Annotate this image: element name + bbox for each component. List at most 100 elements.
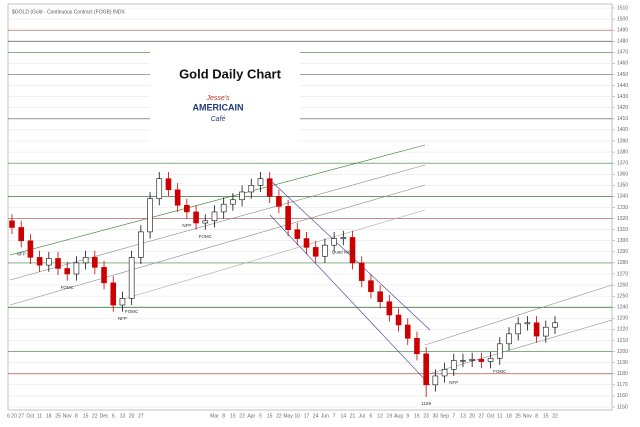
candle-body <box>64 268 71 275</box>
annotation: Quad Witch <box>332 249 356 254</box>
y-tick-label: 1370 <box>617 160 628 166</box>
trend-line <box>9 144 426 256</box>
logo-text: Jesse's <box>205 95 230 102</box>
candle-body <box>368 280 374 293</box>
candle-body <box>312 247 319 257</box>
x-tick-label: 6 <box>370 413 373 419</box>
x-tick-label: Mar <box>210 413 219 419</box>
y-tick-label: 1230 <box>617 316 628 322</box>
y-tick-label: 1260 <box>617 282 628 288</box>
annotation: NFP <box>17 252 26 257</box>
candle-body <box>294 229 301 239</box>
y-tick-label: 1510 <box>617 5 628 11</box>
x-tick-label: 13 <box>120 413 126 419</box>
logo-text: Café <box>211 116 226 123</box>
candle-body <box>276 196 282 207</box>
x-tick-label: 22 <box>552 413 558 419</box>
candle-body <box>423 353 429 386</box>
candle-body <box>184 204 190 213</box>
x-tick-label: 25 <box>55 413 61 419</box>
candle-body <box>266 178 273 197</box>
candle-body <box>239 191 245 201</box>
annotation: FOMC <box>125 309 139 314</box>
candle-body <box>450 360 457 370</box>
x-tick-label: Nov <box>63 413 72 419</box>
x-tick-label: 12 <box>377 413 383 419</box>
x-tick-label: 15 <box>83 413 89 419</box>
x-tick-label: 7 <box>333 413 336 419</box>
y-tick-label: 1300 <box>617 238 628 244</box>
x-tick-label: 22 <box>276 413 282 419</box>
y-tick-label: 1270 <box>617 271 628 277</box>
x-tick-label: 27 <box>138 413 144 419</box>
y-tick-label: 1340 <box>617 194 628 200</box>
candle-body <box>322 244 328 257</box>
y-tick-label: 1490 <box>617 27 628 33</box>
candle-body <box>110 282 117 306</box>
candle-body <box>27 240 34 258</box>
candle-body <box>469 359 475 361</box>
trend-line <box>424 284 613 346</box>
x-tick-label: 8 <box>535 413 538 419</box>
x-tick-label: 19 <box>387 413 393 419</box>
annotation: FOMC <box>61 285 75 290</box>
trend-line <box>9 184 426 306</box>
y-tick-label: 1170 <box>617 382 628 388</box>
candle-body <box>165 178 172 191</box>
candle-body <box>524 322 531 325</box>
candle-body <box>552 322 558 328</box>
annotation: NFP <box>182 223 191 228</box>
x-tick-label: Dec <box>100 413 109 419</box>
plot-frame <box>7 3 613 411</box>
x-tick-label: 17 <box>304 413 310 419</box>
y-tick-label: 1280 <box>617 260 628 266</box>
y-tick-label: 1430 <box>617 94 628 100</box>
x-tick-label: Aug <box>394 413 403 419</box>
candle-body <box>404 324 411 339</box>
x-tick-label: 6 20 <box>7 413 17 419</box>
y-tick-label: 1360 <box>617 172 628 178</box>
y-tick-label: 1200 <box>617 349 628 355</box>
x-tick-label: 22 <box>239 413 245 419</box>
y-tick-label: 1190 <box>617 360 628 366</box>
candle-body <box>386 301 393 316</box>
y-tick-label: 1420 <box>617 105 628 111</box>
candle-body <box>55 258 61 269</box>
x-tick-label: 14 <box>341 413 347 419</box>
annotation: NFP <box>449 380 458 385</box>
x-tick-label: 22 <box>92 413 98 419</box>
candle-body <box>46 258 52 266</box>
annotation: FOMC <box>493 369 507 374</box>
candle-body <box>248 185 255 193</box>
y-tick-label: 1380 <box>617 149 628 155</box>
x-tick-label: 11 <box>497 413 502 419</box>
x-tick-label: 11 <box>37 413 42 419</box>
candle-body <box>36 257 43 266</box>
candle-body <box>230 199 236 205</box>
x-tick-label: 21 <box>350 413 356 419</box>
x-tick-label: 15 <box>267 413 273 419</box>
candle-body <box>340 237 347 239</box>
y-tick-label: 1500 <box>617 16 628 22</box>
candle-body <box>303 238 310 248</box>
y-tick-label: 1290 <box>617 249 628 255</box>
x-tick-label: 5 <box>259 413 262 419</box>
x-tick-label: Oct <box>487 413 495 419</box>
chart-subtitle: $GOLD (Gold - Continuous Contract (FOGB)… <box>12 9 125 15</box>
y-tick-label: 1220 <box>617 327 628 333</box>
trend-line <box>9 164 426 281</box>
annotation: FOMC <box>199 234 213 239</box>
candle-body <box>18 227 25 242</box>
x-tick-label: 25 <box>515 413 521 419</box>
x-tick-label: Jul <box>359 413 365 419</box>
candle-body <box>257 178 264 186</box>
x-tick-label: 18 <box>506 413 512 419</box>
y-tick-label: 1460 <box>617 61 628 67</box>
candle-body <box>82 257 89 264</box>
candle-body <box>515 323 521 335</box>
x-tick-label: Nov <box>523 413 532 419</box>
y-tick-label: 1480 <box>617 39 628 45</box>
title-box <box>150 50 300 150</box>
y-tick-label: 1320 <box>617 216 628 222</box>
